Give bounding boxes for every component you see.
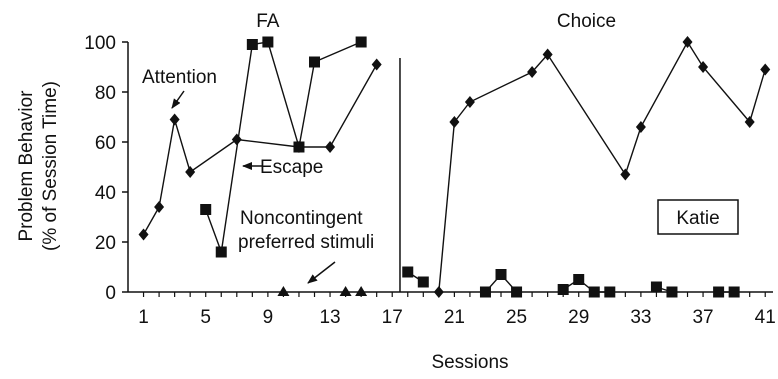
x-tick-label: 29 — [568, 307, 589, 328]
y-tick-label: 80 — [95, 83, 116, 104]
data-point-square — [200, 204, 212, 215]
series-noncontingent — [277, 286, 368, 296]
data-point-diamond — [744, 116, 755, 128]
data-point-square — [417, 276, 429, 288]
y-tick-label: 60 — [95, 133, 116, 154]
data-point-square — [262, 36, 274, 48]
data-point-square — [728, 286, 740, 298]
participant-label: Katie — [676, 208, 719, 229]
annotation-escape: Escape — [260, 157, 323, 178]
data-point-diamond — [760, 63, 771, 76]
data-point-diamond — [154, 201, 165, 213]
data-point-square — [479, 286, 491, 298]
x-tick-label: 9 — [263, 307, 274, 328]
annotation-noncontingent-line-1: Noncontingent — [240, 208, 363, 229]
x-tick-label: 21 — [444, 307, 465, 328]
data-point-square — [557, 284, 569, 295]
data-point-diamond — [138, 228, 149, 241]
y-axis-label-line-1: Problem Behavior — [16, 90, 37, 242]
y-tick-label: 100 — [84, 33, 116, 54]
data-point-diamond — [464, 96, 475, 108]
axes: 0 20 40 60 80 100 1 5 9 13 17 21 25 29 33 37 41 — [84, 33, 776, 328]
data-point-square — [402, 266, 414, 278]
phase-label-fa: FA — [256, 11, 280, 32]
data-point-diamond — [231, 133, 242, 146]
data-point-square — [355, 36, 367, 48]
data-point-square — [215, 246, 227, 258]
participant-label-box: Katie — [657, 199, 739, 235]
data-point-square — [666, 286, 678, 298]
data-point-square — [588, 286, 600, 298]
data-point-square — [246, 39, 258, 50]
x-tick-label: 1 — [138, 307, 149, 328]
data-point-square — [495, 269, 507, 280]
data-point-square — [650, 281, 662, 293]
data-point-square — [309, 56, 321, 68]
data-point-diamond — [169, 113, 180, 126]
y-axis-label-line-2: (% of Session Time) — [40, 81, 61, 251]
x-tick-label: 37 — [692, 307, 713, 328]
series-line — [142, 64, 378, 235]
series-line — [562, 278, 610, 293]
data-point-diamond — [449, 116, 460, 128]
x-tick-label: 5 — [200, 307, 211, 328]
data-point-triangle — [355, 286, 368, 296]
data-point-triangle — [277, 286, 290, 296]
annotation-attention-arrow — [171, 90, 185, 109]
data-point-square — [293, 141, 305, 153]
x-tick-label: 33 — [630, 307, 651, 328]
y-tick-label: 0 — [105, 283, 116, 304]
data-point-square — [573, 274, 585, 285]
y-tick-label: 20 — [95, 233, 116, 254]
data-point-diamond — [682, 36, 693, 48]
data-point-triangle — [339, 286, 352, 296]
data-point-diamond — [542, 48, 553, 61]
x-axis-label: Sessions — [431, 352, 508, 373]
data-point-square — [511, 286, 523, 298]
data-point-diamond — [698, 61, 709, 73]
series-escape — [200, 36, 367, 258]
x-tick-label: 25 — [506, 307, 527, 328]
x-tick-label: 41 — [755, 307, 776, 328]
annotation-attention: Attention — [142, 67, 217, 88]
y-tick-label: 40 — [95, 183, 116, 204]
series-layer — [138, 36, 771, 298]
annotation-noncontingent-arrow — [307, 261, 336, 284]
x-tick-label: 13 — [319, 307, 340, 328]
data-point-diamond — [433, 286, 444, 298]
annotation-noncontingent-line-2: preferred stimuli — [238, 232, 374, 253]
data-point-square — [604, 286, 616, 298]
phase-label-choice: Choice — [557, 11, 616, 32]
data-point-diamond — [325, 141, 336, 153]
data-point-diamond — [527, 66, 538, 78]
data-point-diamond — [185, 166, 196, 178]
data-point-square — [713, 286, 725, 298]
data-point-diamond — [620, 168, 631, 181]
data-point-diamond — [371, 58, 382, 71]
series-line — [438, 40, 766, 293]
series-choice-diamond — [433, 36, 771, 298]
series-choice-square — [402, 266, 740, 298]
data-point-diamond — [635, 121, 646, 133]
x-tick-label: 17 — [382, 307, 403, 328]
